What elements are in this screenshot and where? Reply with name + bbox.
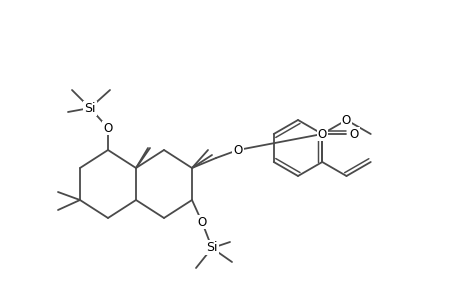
Text: O: O — [341, 113, 350, 127]
Text: O: O — [197, 215, 206, 229]
Text: O: O — [349, 128, 358, 140]
Text: O: O — [317, 128, 326, 140]
Text: Si: Si — [206, 242, 217, 254]
Text: O: O — [233, 143, 242, 157]
Text: Si: Si — [84, 101, 95, 115]
Text: O: O — [103, 122, 112, 134]
